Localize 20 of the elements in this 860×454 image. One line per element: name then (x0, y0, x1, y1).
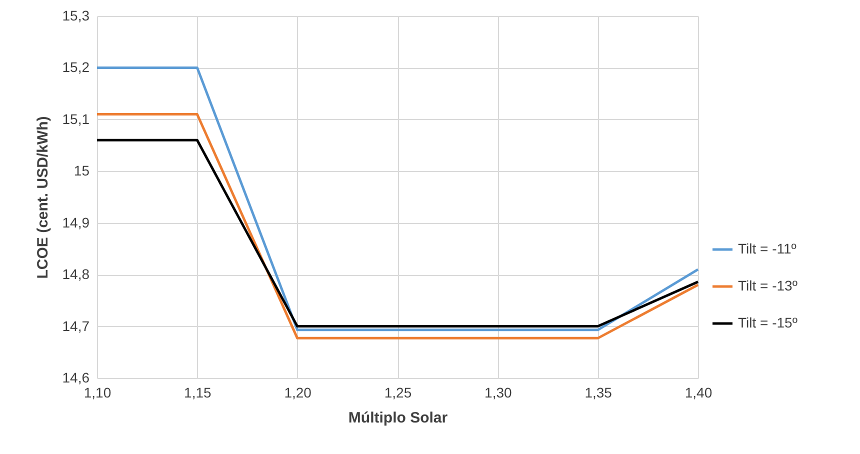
y-tick-label: 14,8 (62, 266, 90, 282)
x-tick-label: 1,15 (184, 384, 212, 400)
x-tick-label: 1,35 (584, 384, 612, 400)
x-tick-label: 1,10 (84, 384, 112, 400)
y-tick-label: 15,3 (62, 8, 90, 24)
y-tick-label: 15,2 (62, 59, 90, 76)
y-axis-title: LCOE (cent. USD/kWh) (34, 116, 52, 279)
y-tick-label: 15,1 (62, 110, 90, 127)
y-tick-label: 14,7 (62, 318, 90, 334)
legend-label: Tilt = -11º (738, 240, 796, 256)
y-tick-label: 14,9 (62, 214, 90, 230)
legend-label: Tilt = -15º (738, 314, 798, 330)
y-tick-label: 15 (74, 162, 90, 179)
x-tick-label: 1,20 (284, 384, 312, 400)
x-axis-title: Múltiplo Solar (348, 410, 448, 426)
legend-label: Tilt = -13º (738, 278, 798, 294)
x-tick-label: 1,30 (484, 384, 512, 400)
x-tick-label: 1,25 (384, 384, 412, 400)
x-tick-label: 1,40 (684, 384, 712, 400)
y-tick-label: 14,6 (62, 370, 90, 386)
